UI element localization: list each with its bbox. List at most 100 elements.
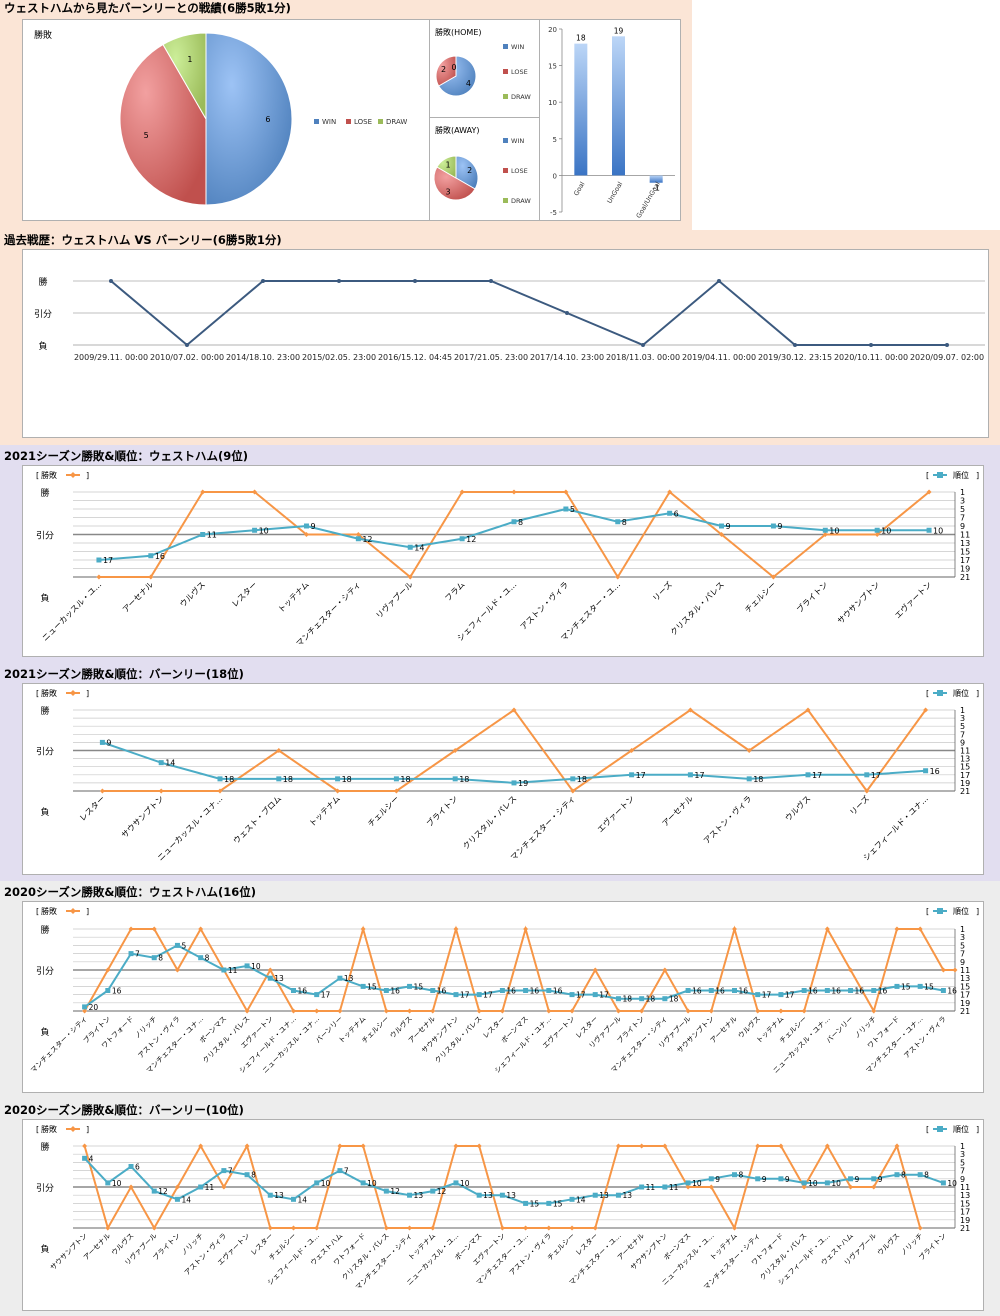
x-tick-label: エヴァートン (595, 793, 636, 834)
rank-point (452, 776, 458, 782)
rank-data-label: 15 (414, 982, 424, 991)
rank-point (105, 1180, 111, 1186)
rank-point (778, 992, 784, 998)
rank-data-label: 16 (530, 987, 540, 996)
x-tick-label: トッテナム (276, 580, 310, 614)
rank-point (894, 983, 900, 989)
rank-tick-label: 13 (960, 539, 970, 548)
x-tick-label: 2020/10.11. 00:00 (834, 353, 908, 362)
x-tick-label: 2016/15.12. 04:45 (378, 353, 452, 362)
rank-point (687, 772, 693, 778)
rank-point (917, 1172, 923, 1178)
rank-point (871, 988, 877, 993)
rank-tick-label: 1 (960, 488, 965, 497)
x-tick-label: サウサンプトン (120, 794, 166, 840)
rank-tick-label: 1 (960, 925, 965, 934)
rank-point (158, 760, 164, 766)
y-tick-label: 15 (548, 63, 557, 71)
result-point (894, 1143, 900, 1149)
rank-tick-label: 7 (960, 514, 965, 523)
pie-data-label: 0 (451, 63, 456, 72)
rank-data-label: 7 (344, 1167, 349, 1176)
result-point (755, 1008, 761, 1014)
result-point (801, 1008, 807, 1014)
rank-point (615, 996, 621, 1002)
x-tick-label: サウサンプトン (49, 1232, 89, 1272)
rank-point (570, 776, 576, 782)
x-tick-label: リーズ (650, 579, 674, 603)
rank-point (430, 1188, 436, 1194)
rank-point (151, 1188, 157, 1194)
data-point (261, 279, 265, 283)
result-point (452, 748, 458, 753)
result-point (303, 532, 309, 537)
rank-data-label: 13 (414, 1191, 424, 1200)
bar-goal-ungoal (649, 175, 663, 183)
x-tick-label: ニューカッスル・ユナ… (156, 794, 225, 863)
bar-data-label: -1 (652, 184, 660, 193)
legend-result-label: 勝敗 (41, 906, 57, 916)
legend-label-lose: LOSE (511, 68, 528, 76)
result-point (805, 707, 811, 713)
rank-point (917, 983, 923, 989)
x-tick-label: ウルヴス (783, 793, 813, 823)
data-point (489, 279, 493, 283)
x-tick-label: シェフィールド・ユナ… (862, 794, 930, 862)
rank-data-label: 16 (155, 552, 165, 561)
result-point (476, 1143, 482, 1149)
rank-point (476, 1192, 482, 1198)
rank-point (407, 983, 413, 989)
pie-data-label: 2 (467, 166, 472, 175)
rank-point (662, 996, 668, 1002)
rank-tick-label: 19 (960, 999, 970, 1008)
rank-point (615, 519, 621, 525)
x-tick-label: リーズ (847, 793, 871, 817)
rank-tick-label: 15 (960, 1199, 970, 1208)
rank-tick-label: 3 (960, 933, 965, 942)
rank-point (407, 544, 413, 550)
rank-tick-label: 21 (960, 1224, 970, 1233)
legend-swatch-lose (346, 119, 351, 124)
result-point (687, 707, 693, 713)
result-point (217, 788, 223, 794)
y-axis-label: 負 (40, 1026, 49, 1038)
bu2020-section: 2020シーズン勝敗&順位：バーンリー(10位) 負引分勝 1 3 5 7 9 11 13 15… (0, 1099, 1000, 1316)
legend-bracket-right: ] (976, 689, 979, 698)
rank-tick-label: 7 (960, 950, 965, 959)
series-line (110, 279, 947, 347)
rank-data-label: 16 (878, 987, 888, 996)
result-point (523, 1225, 529, 1231)
rank-data-label: 11 (205, 1183, 215, 1192)
rank-point (708, 1176, 714, 1182)
rank-data-label: 10 (251, 962, 261, 971)
legend-bracket-left: [ (36, 907, 39, 916)
y-axis-label: 引分 (36, 531, 54, 542)
result-point (662, 967, 668, 973)
rank-point (592, 1192, 598, 1198)
summary-title: ウェストハムから見たバーンリーとの戦績(6勝5敗1分) (4, 1, 291, 15)
x-tick-label: アストン・ヴィラ (902, 1014, 948, 1060)
legend-bracket-right: ] (976, 471, 979, 480)
result-point (824, 1143, 830, 1149)
legend-result-label: 勝敗 (41, 688, 57, 698)
bu2020-title: 2020シーズン勝敗&順位：バーンリー(10位) (4, 1103, 244, 1117)
data-point (945, 343, 949, 347)
rank-point (708, 988, 714, 993)
goal-bar-panel: -5 0 5 10 15 20 18 Goal 19 UnGoal -1 Goal/UnGoal (539, 19, 681, 221)
rank-data-label: 14 (165, 759, 175, 768)
rank-data-label: 16 (437, 987, 447, 996)
result-point (511, 707, 517, 713)
rank-point (824, 988, 830, 993)
result-point (569, 1008, 575, 1014)
pie-overall: 6 5 1 WIN LOSE DRAW 勝敗 (34, 29, 407, 206)
wh2020-section: 2020シーズン勝敗&順位：ウェストハム(16位) 負引分勝 1 3 5 7 9 11 13 1… (0, 881, 1000, 1099)
bu2021-title: 2021シーズン勝敗&順位：バーンリー(18位) (4, 667, 244, 681)
rank-data-label: 9 (726, 522, 731, 531)
x-tick-label: 2017/14.10. 23:00 (530, 353, 604, 362)
legend-label-win: WIN (511, 137, 524, 145)
rank-data-label: 18 (753, 775, 763, 784)
rank-point (864, 772, 870, 778)
rank-tick-label: 13 (960, 974, 970, 983)
rank-data-label: 11 (669, 1183, 679, 1192)
